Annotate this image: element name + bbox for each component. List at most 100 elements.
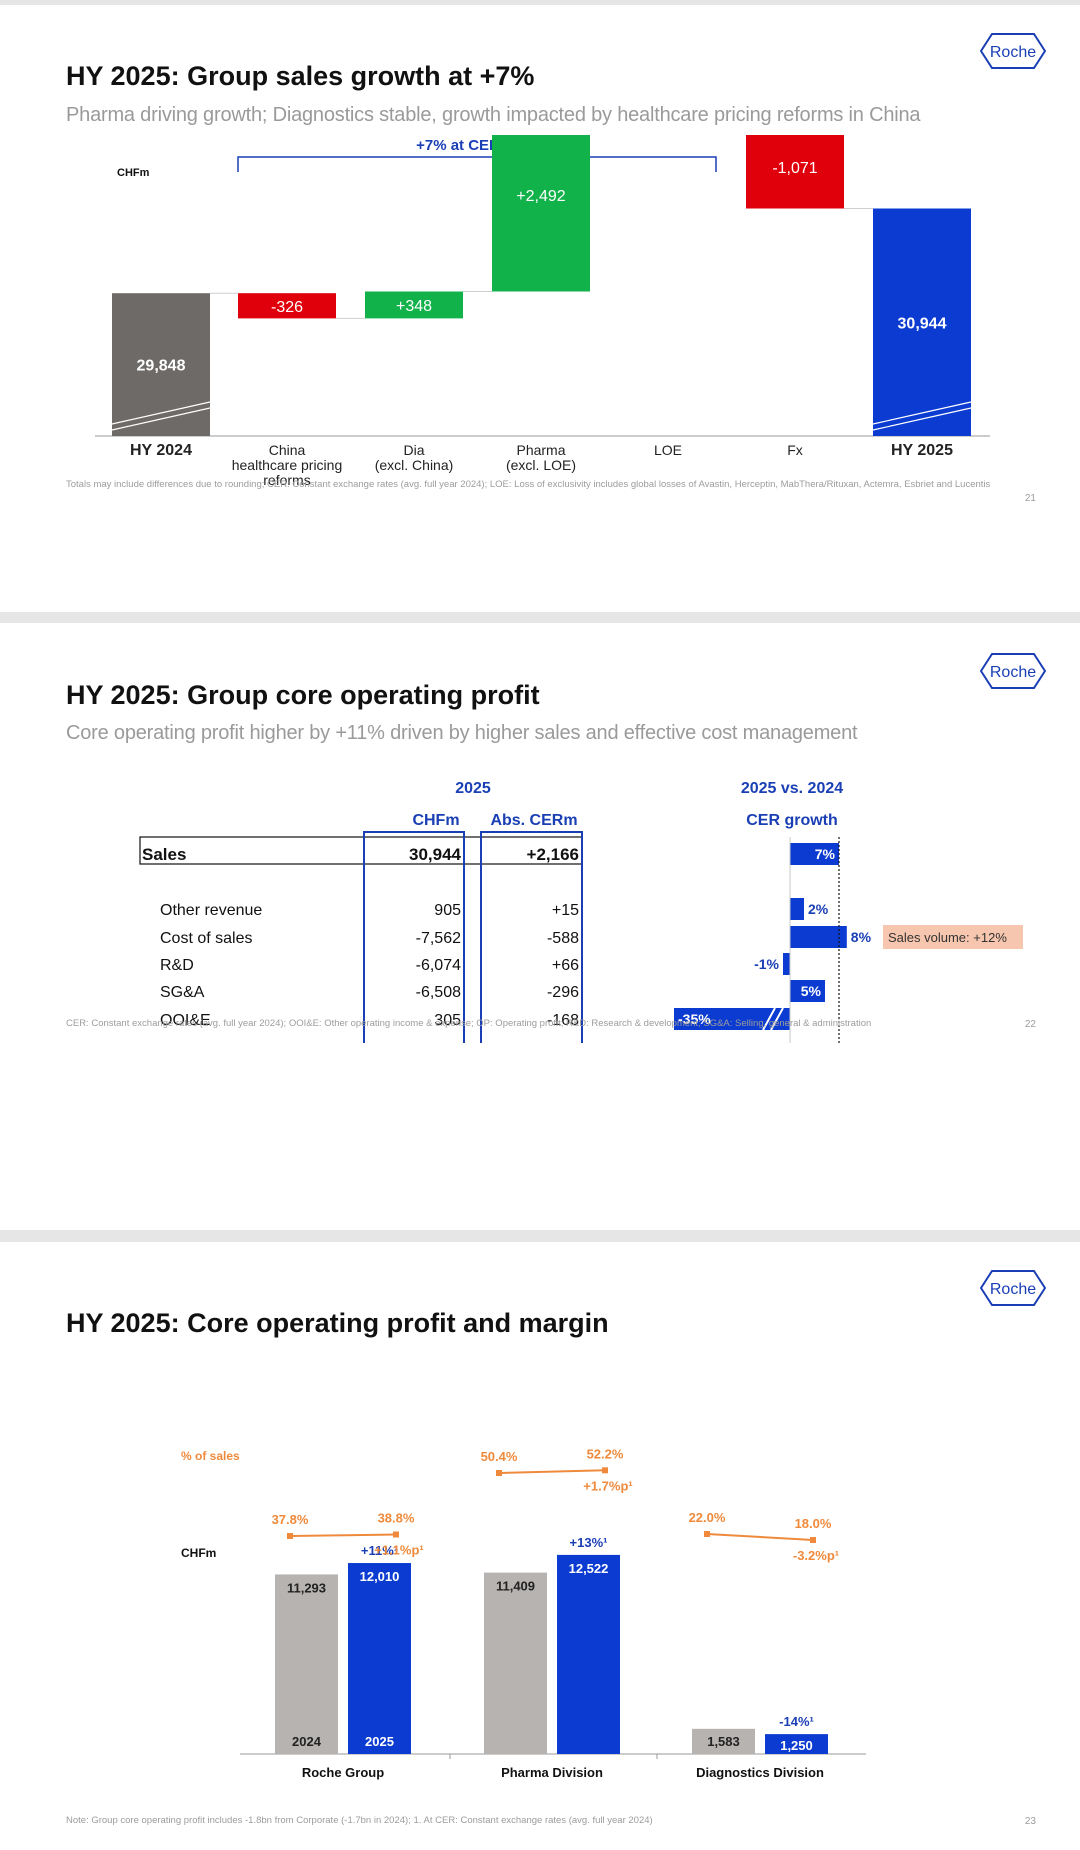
margin-marker-2024 <box>496 1470 502 1476</box>
year-label-2024: 2024 <box>292 1734 322 1749</box>
row-chf-value: 905 <box>434 902 461 919</box>
bar-value-label: -326 <box>271 299 303 316</box>
growth-bar <box>790 926 847 948</box>
bar-total <box>873 208 971 436</box>
bracket-label: +7% at CER <box>416 137 500 154</box>
footnote: Totals may include differences due to ro… <box>66 479 991 490</box>
roche-logo: Roche <box>980 1270 1046 1306</box>
category-label: Pharma Division <box>501 1765 603 1780</box>
chf-column-highlight <box>363 831 465 1043</box>
category-label: Dia (excl. China) <box>375 442 454 473</box>
growth-label: -35% <box>678 1011 711 1027</box>
bar-2024-label: 11,293 <box>287 1580 326 1595</box>
cer-bracket <box>237 156 717 172</box>
growth-label: -14%¹ <box>779 1714 814 1729</box>
margin-2025-label: 52.2% <box>587 1446 624 1461</box>
bar-delta <box>746 135 844 209</box>
margin-line <box>498 1469 606 1474</box>
bar-2024-label: 1,583 <box>707 1734 740 1749</box>
margin-line <box>289 1533 397 1537</box>
growth-label: 8% <box>851 929 872 945</box>
growth-bar <box>783 953 790 975</box>
col-header-cer: Abs. CERm <box>490 812 577 829</box>
margin-line <box>706 1533 814 1541</box>
category-label: Diagnostics Division <box>696 1765 824 1780</box>
row-cer-value: +15 <box>552 902 579 919</box>
bar-value-label: -1,071 <box>772 160 817 177</box>
bar-2025 <box>348 1563 411 1754</box>
bar-2025-label: 12,010 <box>360 1569 400 1584</box>
row-cer-value: -588 <box>547 930 579 947</box>
slide-title: HY 2025: Group sales growth at +7% <box>66 61 535 91</box>
logo-text: Roche <box>990 664 1036 681</box>
year-header: 2025 <box>455 780 491 797</box>
growth-bar <box>674 1008 790 1030</box>
bar-value-label: 30,944 <box>898 315 947 332</box>
margin-change-label: -3.2%p¹ <box>793 1548 839 1563</box>
bar-delta <box>238 293 336 319</box>
bar-2025-label: 1,250 <box>780 1738 813 1753</box>
slide-op-margin: Roche HY 2025: Core operating profit and… <box>0 1242 1080 1850</box>
bar-2025 <box>765 1734 828 1754</box>
growth-label: 2% <box>808 901 829 917</box>
category-label: HY 2025 <box>891 442 953 459</box>
row-chf-value: 30,944 <box>409 845 462 864</box>
logo-text: Roche <box>990 44 1036 61</box>
growth-bar <box>790 980 825 1002</box>
roche-logo: Roche <box>980 33 1046 69</box>
row-chf-value: -6,508 <box>416 984 461 1001</box>
slide-group-sales: Roche HY 2025: Group sales growth at +7%… <box>0 5 1080 612</box>
row-label: Sales <box>142 845 186 864</box>
growth-label: 5% <box>801 983 822 999</box>
margin-marker-2024 <box>704 1531 710 1537</box>
slide-subtitle: Pharma driving growth; Diagnostics stabl… <box>66 104 921 126</box>
logo-text: Roche <box>990 1281 1036 1298</box>
margin-2024-label: 22.0% <box>689 1510 726 1525</box>
footnote: CER: Constant exchange rates (avg. full … <box>66 1018 872 1029</box>
unit-label: CHFm <box>117 167 150 179</box>
bar-2024 <box>484 1572 547 1754</box>
category-label: Pharma (excl. LOE) <box>506 442 576 473</box>
row-cer-value: +66 <box>552 957 579 974</box>
callout-text: Sales volume: +12% <box>888 930 1007 945</box>
core-op-table-and-growth-chart: 2025 CHFm Abs. CERm 2025 vs. 2024 CER growth… <box>139 780 1023 1043</box>
unit-label: CHFm <box>181 1546 216 1560</box>
growth-bar <box>790 843 839 865</box>
axis-break-mark <box>111 401 211 431</box>
margin-2025-label: 18.0% <box>795 1516 832 1531</box>
row-cer-value: +2,166 <box>527 845 579 864</box>
bar-2025 <box>557 1554 620 1754</box>
margin-change-label: +1.7%p¹ <box>583 1478 633 1493</box>
margin-marker-2025 <box>393 1531 399 1538</box>
margin-2024-label: 50.4% <box>481 1449 518 1464</box>
margin-marker-2025 <box>602 1467 608 1474</box>
growth-subheader: CER growth <box>746 812 838 829</box>
row-label: Cost of sales <box>160 930 252 947</box>
roche-logo: Roche <box>980 653 1046 689</box>
row-chf-value: -6,074 <box>416 957 461 974</box>
axis-break-mark <box>872 401 972 431</box>
col-header-chf: CHFm <box>412 812 459 829</box>
bar-value-label: +2,492 <box>516 188 565 205</box>
row-label: R&D <box>160 957 194 974</box>
slide-title: HY 2025: Group core operating profit <box>66 680 540 710</box>
pct-label: % of sales <box>181 1449 240 1463</box>
callout-box <box>883 925 1023 949</box>
category-label: LOE <box>654 442 682 458</box>
row-label: OOI&E <box>160 1012 211 1029</box>
slide-core-operating-profit: Roche HY 2025: Group core operating prof… <box>0 623 1080 1230</box>
axis-break-mark <box>762 1007 784 1031</box>
category-label: HY 2024 <box>130 442 192 459</box>
bar-2025-label: 12,522 <box>569 1561 609 1576</box>
year-label-2025: 2025 <box>365 1734 394 1749</box>
bar-value-label: +348 <box>396 298 432 315</box>
bar-delta <box>365 291 463 319</box>
row-chf-value: 305 <box>434 1012 461 1029</box>
row-chf-value: -7,562 <box>416 930 461 947</box>
page-number: 21 <box>1024 493 1036 504</box>
margin-2025-label: 38.8% <box>378 1511 415 1526</box>
category-label: China healthcare pricing reforms <box>232 442 343 488</box>
bar-value-label: 29,848 <box>137 358 186 375</box>
growth-label: +11%¹ <box>361 1543 398 1558</box>
margin-marker-2024 <box>287 1533 293 1539</box>
